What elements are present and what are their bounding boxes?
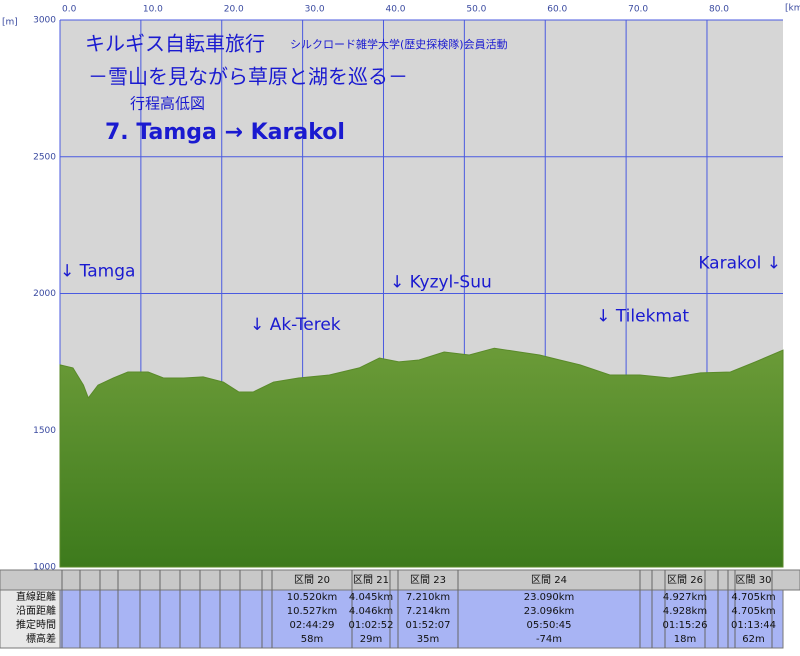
table-cell: 35m: [417, 634, 439, 645]
column-header: 区間 26: [667, 574, 703, 586]
table-cell: 18m: [674, 634, 696, 645]
y-unit: [m]: [2, 18, 18, 28]
row-label: 直線距離: [16, 590, 56, 603]
y-tick-label: 2000: [33, 289, 56, 299]
x-tick-label: 50.0: [466, 5, 486, 15]
x-tick-label: 30.0: [305, 5, 325, 15]
y-tick-label: 1000: [33, 563, 56, 573]
column-header: 区間 20: [294, 574, 330, 586]
x-tick-label: 0.0: [62, 5, 77, 15]
table-label-bg: [0, 589, 61, 649]
table-cell: 7.210km: [406, 592, 450, 603]
table-cell: 01:15:26: [663, 620, 708, 631]
x-tick-label: 70.0: [628, 5, 648, 15]
table-cell: 10.527km: [287, 606, 338, 617]
column-header: 区間 21: [353, 574, 389, 586]
table-cell: 23.090km: [524, 592, 575, 603]
row-label: 沿面距離: [16, 604, 56, 617]
chart-title: キルギス自転車旅行: [85, 32, 265, 56]
table-cell: 4.046km: [349, 606, 393, 617]
place-label: ↓ Tilekmat: [596, 307, 689, 327]
place-label: ↓ Ak-Terek: [250, 315, 341, 335]
table-cell: 4.705km: [731, 606, 775, 617]
row-label: 標高差: [26, 632, 56, 645]
table-cell: 01:13:44: [731, 620, 776, 631]
table-cell: -74m: [536, 634, 562, 645]
table-cell: 4.928km: [663, 606, 707, 617]
column-header: 区間 24: [531, 574, 567, 586]
x-unit: [km]: [785, 4, 800, 14]
column-header: 区間 30: [736, 574, 772, 586]
x-tick-label: 60.0: [547, 5, 567, 15]
chart-name: 行程高低図: [130, 95, 205, 113]
x-tick-label: 40.0: [385, 5, 405, 15]
table-cell: 29m: [360, 634, 382, 645]
table-cell: 10.520km: [287, 592, 338, 603]
table-cell: 23.096km: [524, 606, 575, 617]
table-cell: 02:44:29: [290, 620, 335, 631]
table-cell: 05:50:45: [527, 620, 572, 631]
x-tick-label: 10.0: [143, 5, 163, 15]
table-cell: 01:52:07: [406, 620, 451, 631]
x-tick-label: 20.0: [224, 5, 244, 15]
table-cell: 4.705km: [731, 592, 775, 603]
chart-subtitle: シルクロード雑学大学(歴史探検隊)会員活動: [290, 37, 508, 51]
y-tick-label: 3000: [33, 16, 56, 26]
column-header: 区間 23: [410, 574, 446, 586]
table-cell: 7.214km: [406, 606, 450, 617]
table-cell: 01:02:52: [349, 620, 394, 631]
y-tick-label: 1500: [33, 426, 56, 436]
table-cell: 4.045km: [349, 592, 393, 603]
table-cell: 4.927km: [663, 592, 707, 603]
table-cell: 58m: [301, 634, 323, 645]
elevation-area: [59, 347, 784, 568]
tagline: －雪山を見ながら草原と湖を巡る－: [88, 65, 408, 89]
route: 7. Tamga → Karakol: [105, 120, 345, 145]
place-label: Karakol ↓: [698, 253, 781, 273]
place-label: ↓ Kyzyl-Suu: [390, 273, 492, 293]
row-label: 推定時間: [16, 618, 56, 631]
x-tick-label: 80.0: [709, 5, 729, 15]
place-label: ↓ Tamga: [60, 262, 135, 282]
y-tick-label: 2500: [33, 152, 56, 162]
table-cell: 62m: [742, 634, 764, 645]
